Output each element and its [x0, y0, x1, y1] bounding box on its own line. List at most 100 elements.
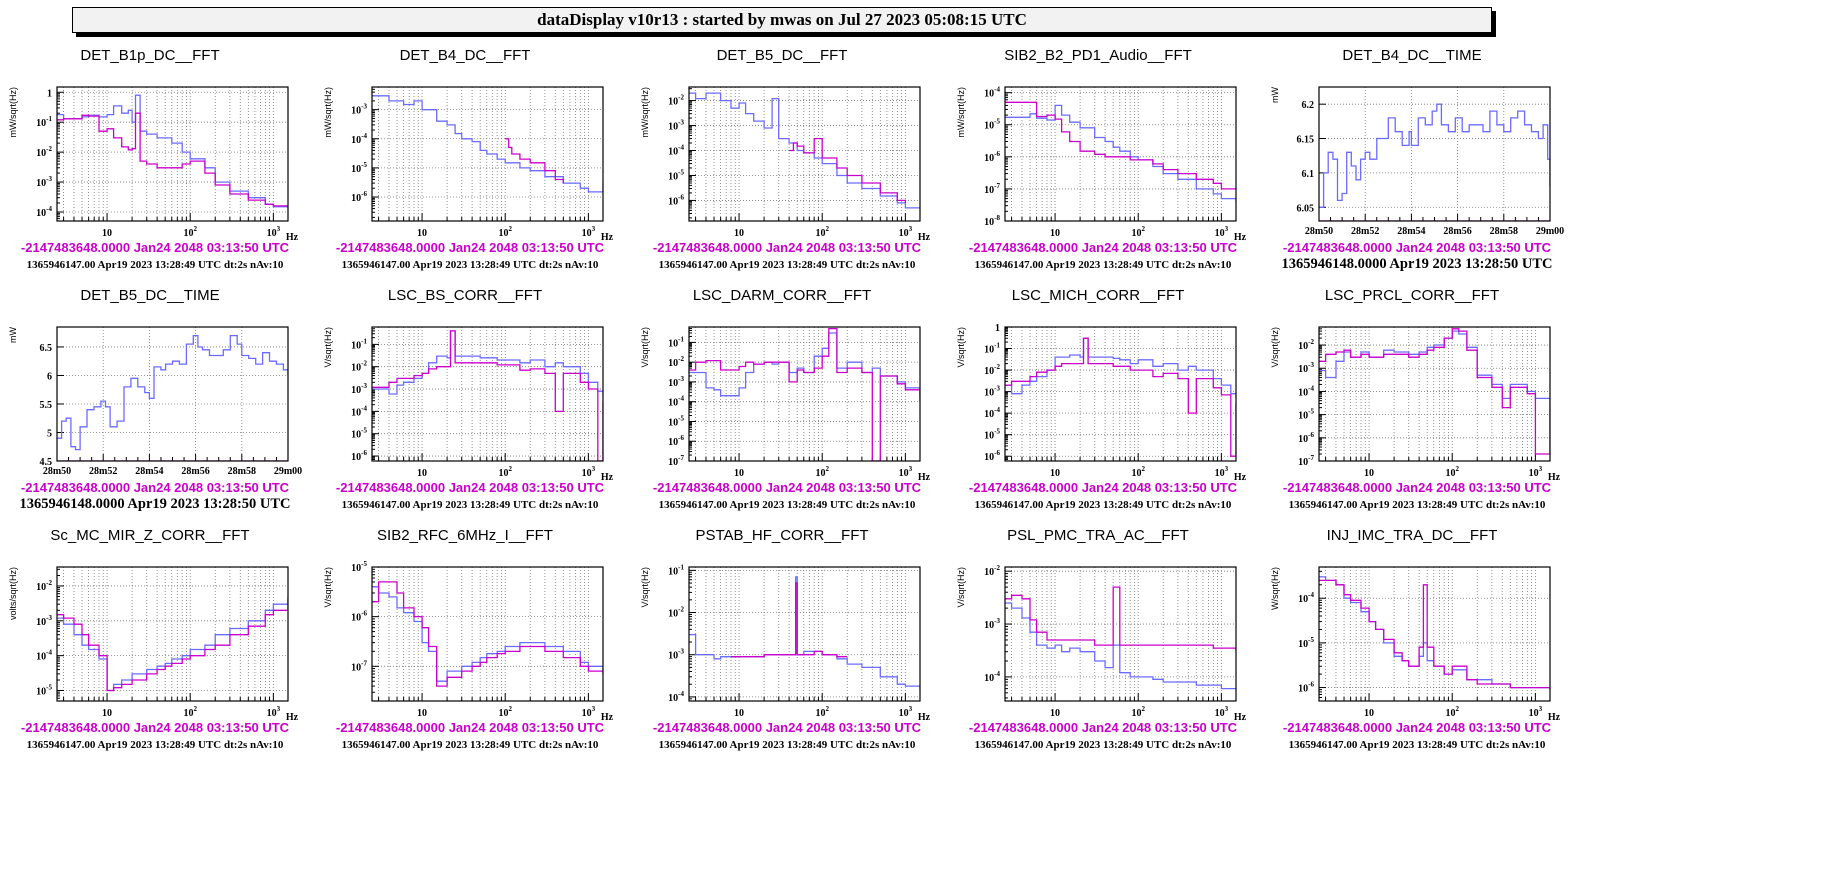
plot-canvas[interactable]: PSL_PMC_TRA_AC__FFT 10-2 10-3 10-4 10 102 103 H… — [948, 520, 1258, 720]
plot-title: SIB2_B2_PD1_Audio__FFT — [1004, 47, 1192, 64]
x-axis-unit: Hz — [1234, 232, 1247, 240]
x-tick-label: 10 — [734, 228, 744, 239]
x-tick-label: 102 — [1131, 225, 1145, 239]
reference-time-label: -2147483648.0000 Jan24 2048 03:13:50 UTC — [335, 480, 605, 495]
grid-lines — [689, 87, 920, 221]
x-tick-label: 102 — [1445, 465, 1459, 479]
y-tick-label: 5 — [47, 428, 52, 439]
plot-canvas[interactable]: DET_B4_DC__FFT 10-3 10-4 10-5 10-6 10 102 103 Hz… — [315, 40, 625, 240]
y-tick-label: 10-7 — [984, 182, 1000, 196]
plot-canvas[interactable]: PSTAB_HF_CORR__FFT 10-1 10-2 10-3 10-4 10 102 1… — [632, 520, 942, 720]
current-time-label: 1365946147.00 Apr19 2023 13:28:49 UTC dt… — [341, 259, 599, 271]
y-tick-label: 10-6 — [1298, 431, 1314, 445]
reference-time-label: -2147483648.0000 Jan24 2048 03:13:50 UTC — [968, 240, 1238, 255]
plot-canvas[interactable]: LSC_PRCL_CORR__FFT 10-2 10-3 10-4 10-5 10-6 10… — [1262, 280, 1572, 480]
x-tick-label: 10 — [102, 708, 112, 719]
plot-canvas[interactable]: Sc_MC_MIR_Z_CORR__FFT 10-2 10-3 10-4 10-5 10 1… — [0, 520, 310, 720]
plot-area — [689, 87, 920, 221]
plot-canvas[interactable]: DET_B1p_DC__FFT 1 10-1 10-2 10-3 10-4 10 102 103… — [0, 40, 310, 240]
plot-canvas[interactable]: SIB2_B2_PD1_Audio__FFT 10-4 10-5 10-6 10-7 10… — [948, 40, 1258, 240]
plot-title: DET_B5_DC__FFT — [717, 47, 848, 64]
plot-title: LSC_PRCL_CORR__FFT — [1325, 287, 1499, 304]
plot-area — [1005, 567, 1236, 701]
plot-area — [1005, 87, 1236, 221]
plot-canvas[interactable]: SIB2_RFC_6MHz_I__FFT 10-5 10-6 10-7 10 102 103… — [315, 520, 625, 720]
y-tick-label: 10-2 — [668, 94, 684, 108]
series-line-reference — [1005, 586, 1236, 652]
series-line-current — [57, 334, 288, 451]
plot-panel-p6: DET_B5_DC__TIME 6.5 6 5.5 5 4.5 28m50 28m52 28m5… — [0, 280, 310, 520]
plot-frame — [1318, 86, 1551, 222]
plot-canvas[interactable]: LSC_MICH_CORR__FFT 1 10-1 10-2 10-3 10-4 10-5 1… — [948, 280, 1258, 480]
y-tick-label: 5.5 — [40, 400, 53, 411]
y-tick-label: 6.5 — [40, 343, 53, 354]
series-line-current — [1005, 337, 1236, 399]
plot-title: PSTAB_HF_CORR__FFT — [695, 527, 868, 544]
x-tick-label: 102 — [498, 465, 512, 479]
y-axis-label: mW/sqrt(Hz) — [640, 87, 650, 138]
plot-title: Sc_MC_MIR_Z_CORR__FFT — [50, 527, 249, 544]
y-tick-label: 10-7 — [351, 659, 367, 673]
y-tick-label: 10-4 — [351, 404, 367, 418]
x-axis-unit: Hz — [286, 232, 299, 240]
plot-title: DET_B4_DC__FFT — [400, 47, 531, 64]
y-axis-label: V/sqrt(Hz) — [323, 567, 333, 608]
plot-frame — [56, 86, 289, 222]
x-tick-label: 103 — [267, 225, 281, 239]
y-tick-label: 10-4 — [984, 86, 1000, 100]
x-tick-label: 10 — [734, 708, 744, 719]
plot-area — [689, 327, 920, 461]
plot-frame — [371, 566, 604, 702]
y-axis-label: mW — [8, 327, 18, 343]
current-time-label: 1365946148.0000 Apr19 2023 13:28:50 UTC — [19, 496, 291, 512]
series-line-reference — [1005, 337, 1236, 457]
x-tick-label: 102 — [183, 225, 197, 239]
x-tick-label: 103 — [582, 225, 596, 239]
series-line-reference — [505, 138, 564, 184]
plot-title: DET_B5_DC__TIME — [80, 287, 219, 304]
plot-canvas[interactable]: DET_B5_DC__FFT 10-2 10-3 10-4 10-5 10-6 10 102 1… — [632, 40, 942, 240]
y-tick-label: 1 — [995, 323, 1000, 334]
x-axis-unit: Hz — [601, 232, 614, 240]
series-line-reference — [789, 137, 907, 203]
x-tick-label: 10 — [1050, 468, 1060, 479]
x-axis-unit: Hz — [1234, 712, 1247, 720]
y-tick-label: 6.1 — [1302, 169, 1315, 180]
y-tick-label: 6.05 — [1297, 203, 1315, 214]
x-tick-label: 28m52 — [1351, 226, 1379, 237]
plot-canvas[interactable]: LSC_BS_CORR__FFT 10-1 10-2 10-3 10-4 10-5 10-6… — [315, 280, 625, 480]
y-tick-label: 10-3 — [668, 119, 684, 133]
plot-canvas[interactable]: LSC_DARM_CORR__FFT 10-1 10-2 10-3 10-4 10-5 10… — [632, 280, 942, 480]
y-tick-label: 10-6 — [351, 610, 367, 624]
series-line-current — [57, 596, 288, 692]
plot-canvas[interactable]: INJ_IMC_TRA_DC__FFT 10-4 10-5 10-6 10 102 103 H… — [1262, 520, 1572, 720]
x-axis-unit: Hz — [1234, 472, 1247, 480]
plot-title: DET_B4_DC__TIME — [1342, 47, 1481, 64]
plot-panel-p1: DET_B1p_DC__FFT 1 10-1 10-2 10-3 10-4 10 102 103… — [0, 40, 310, 280]
y-tick-label: 4.5 — [40, 457, 53, 468]
x-tick-label: 103 — [1529, 705, 1543, 719]
plot-panel-p14: PSL_PMC_TRA_AC__FFT 10-2 10-3 10-4 10 102 103 H… — [948, 520, 1258, 760]
plot-panel-p9: LSC_MICH_CORR__FFT 1 10-1 10-2 10-3 10-4 10-5 1… — [948, 280, 1258, 520]
plot-canvas[interactable]: DET_B4_DC__TIME 6.2 6.15 6.1 6.05 28m50 28m52 2… — [1262, 40, 1572, 240]
y-tick-label: 10-6 — [351, 449, 367, 463]
y-tick-label: 10-4 — [668, 690, 684, 704]
series-line-current — [1005, 602, 1236, 690]
x-tick-label: 103 — [582, 465, 596, 479]
plot-panel-p13: PSTAB_HF_CORR__FFT 10-1 10-2 10-3 10-4 10 102 1… — [632, 520, 942, 760]
y-axis-label: V/sqrt(Hz) — [323, 327, 333, 368]
plot-area — [57, 567, 288, 701]
x-tick-label: 29m00 — [1536, 226, 1564, 237]
grid-lines — [372, 327, 603, 461]
series-line-reference — [1005, 101, 1236, 190]
y-tick-label: 10-5 — [1298, 636, 1314, 650]
y-axis-label: mW/sqrt(Hz) — [8, 87, 18, 138]
y-axis-label: V/sqrt(Hz) — [640, 567, 650, 608]
y-tick-label: 10-2 — [36, 579, 52, 593]
y-tick-label: 6.15 — [1297, 135, 1315, 146]
x-tick-label: 103 — [267, 705, 281, 719]
y-tick-label: 10-2 — [984, 363, 1000, 377]
y-axis-label: mW — [1270, 87, 1280, 103]
series-line-reference — [57, 112, 288, 207]
